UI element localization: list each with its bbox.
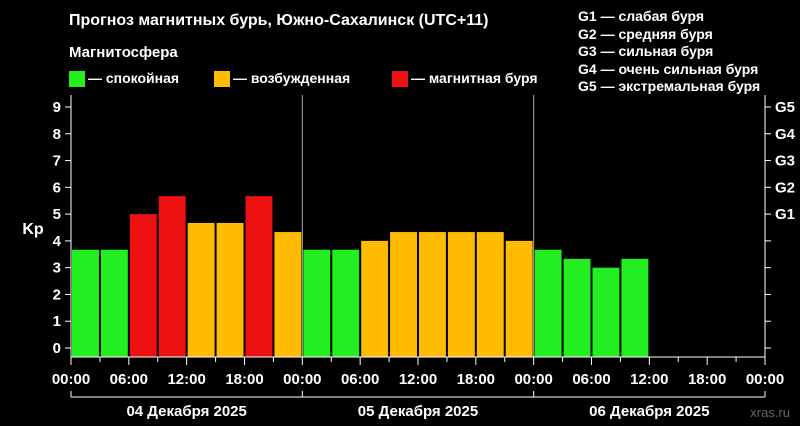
- bar-10: [361, 240, 389, 357]
- bar-8: [303, 249, 331, 357]
- g-tick-label-G3: G3: [775, 153, 795, 170]
- x-tick-label-3: 18:00: [225, 371, 263, 388]
- bar-7: [274, 232, 302, 357]
- y-tick-label-9: 9: [53, 99, 61, 116]
- x-tick-label-10: 12:00: [630, 371, 668, 388]
- legend-label-quiet: — спокойная: [88, 70, 180, 86]
- g-tick-label-G4: G4: [775, 126, 796, 143]
- bar-13: [447, 232, 475, 357]
- g-legend-item-g4: G4 — очень сильная буря: [578, 60, 759, 77]
- bar-4: [187, 222, 215, 357]
- y-axis-label: Kp: [22, 221, 44, 238]
- g-tick-label-G2: G2: [775, 179, 795, 196]
- y-tick-label-3: 3: [53, 260, 61, 277]
- day-label-2: 06 Декабря 2025: [589, 403, 709, 420]
- x-tick-label-12: 00:00: [746, 371, 784, 388]
- x-tick-label-1: 06:00: [110, 371, 148, 388]
- bar-18: [592, 267, 620, 357]
- bar-6: [245, 196, 273, 357]
- bar-14: [476, 232, 504, 357]
- x-tick-label-6: 12:00: [399, 371, 437, 388]
- y-tick-label-1: 1: [53, 313, 61, 330]
- bar-2: [129, 214, 157, 357]
- legend-label-storm: — магнитная буря: [411, 70, 538, 86]
- x-tick-label-4: 00:00: [283, 371, 321, 388]
- x-tick-label-5: 06:00: [341, 371, 379, 388]
- bar-5: [216, 222, 244, 357]
- bar-16: [534, 249, 562, 357]
- legend-label-active: — возбужденная: [233, 70, 351, 86]
- bar-17: [563, 258, 591, 357]
- bar-3: [158, 196, 186, 357]
- g-legend-item-g1: G1 — слабая буря: [578, 8, 705, 24]
- g-legend-item-g5: G5 — экстремальная буря: [578, 78, 761, 94]
- day-label-0: 04 Декабря 2025: [126, 403, 246, 420]
- legend-swatch-quiet: [69, 71, 85, 87]
- y-tick-label-7: 7: [53, 153, 61, 170]
- x-tick-label-9: 06:00: [572, 371, 610, 388]
- bar-0: [72, 249, 99, 357]
- x-tick-label-11: 18:00: [688, 371, 726, 388]
- watermark: xras.ru: [750, 405, 790, 420]
- bar-1: [100, 249, 128, 357]
- chart-title: Прогноз магнитных бурь, Южно-Сахалинск (…: [69, 12, 489, 29]
- legend-swatch-active: [214, 71, 230, 87]
- bar-15: [505, 240, 533, 357]
- chart-subtitle: Магнитосфера: [69, 44, 178, 61]
- bar-19: [621, 258, 649, 357]
- y-tick-label-6: 6: [53, 179, 61, 196]
- y-tick-label-4: 4: [53, 233, 62, 250]
- day-label-1: 05 Декабря 2025: [358, 403, 478, 420]
- bar-11: [390, 232, 417, 357]
- y-tick-label-8: 8: [53, 126, 61, 143]
- g-tick-label-G5: G5: [775, 99, 795, 116]
- x-tick-label-2: 12:00: [167, 371, 205, 388]
- g-legend-item-g2: G2 — средняя буря: [578, 25, 713, 42]
- x-tick-label-8: 00:00: [514, 371, 552, 388]
- x-tick-label-0: 00:00: [52, 371, 90, 388]
- y-tick-label-0: 0: [53, 340, 61, 357]
- g-scale-legend: G1 — слабая буря G2 — средняя буря G3 — …: [578, 8, 760, 96]
- g-legend-item-g3: G3 — сильная буря: [578, 43, 714, 59]
- x-tick-label-7: 18:00: [457, 371, 495, 388]
- y-tick-label-5: 5: [53, 206, 61, 223]
- bar-12: [419, 232, 446, 357]
- bar-9: [332, 249, 360, 357]
- g-tick-label-G1: G1: [775, 206, 795, 223]
- y-tick-label-2: 2: [53, 286, 61, 303]
- legend-swatch-storm: [392, 71, 408, 87]
